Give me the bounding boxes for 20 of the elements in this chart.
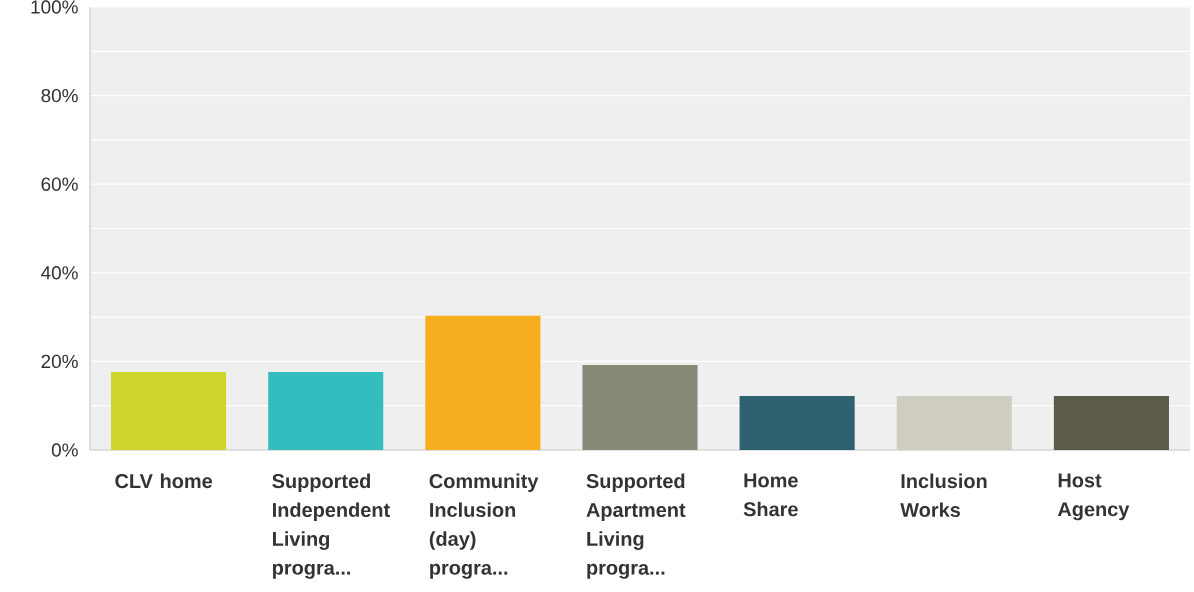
y-tick-label: 100% xyxy=(31,0,78,14)
x-tick-label: CLV home xyxy=(115,473,213,489)
x-tick-label: Community Inclusion (day) progra... xyxy=(429,473,539,579)
x-tick-label: Host Agency xyxy=(1057,473,1130,521)
bar xyxy=(425,315,541,450)
y-tick-label: 80% xyxy=(41,88,78,103)
x-tick-label: Supported Independent Living progra... xyxy=(272,473,390,579)
x-tick-label: Home Share xyxy=(743,473,798,517)
y-tick-label: 20% xyxy=(41,354,78,369)
bar xyxy=(111,372,227,450)
bar xyxy=(896,395,1012,450)
y-tick-label: 0% xyxy=(51,443,78,457)
bar xyxy=(268,372,384,450)
x-tick-label: Supported Apartment Living progra... xyxy=(586,473,686,579)
y-tick-label: 60% xyxy=(41,177,78,191)
bar xyxy=(739,395,855,450)
x-tick-label: Inclusion Works xyxy=(900,473,987,518)
bar xyxy=(1053,395,1169,450)
bar xyxy=(582,364,698,450)
y-tick-label: 40% xyxy=(41,266,78,280)
